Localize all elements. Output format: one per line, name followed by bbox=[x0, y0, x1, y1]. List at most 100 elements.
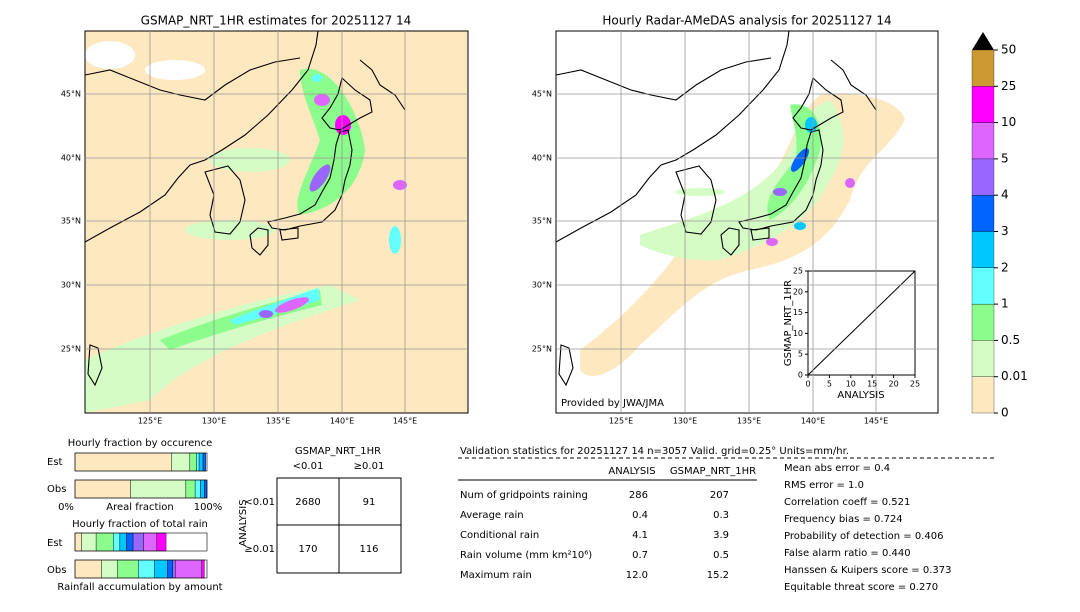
scatter-y-tick-label: 15 bbox=[793, 308, 803, 317]
validation-title: Validation statistics for 20251127 14 n=… bbox=[460, 446, 849, 457]
fraction-axis-left: 0% bbox=[58, 502, 74, 513]
colorbar-label: 3 bbox=[1001, 224, 1009, 238]
fraction-segment bbox=[74, 532, 82, 552]
lat-label: 45°N bbox=[61, 90, 81, 99]
lat-label: 30°N bbox=[61, 281, 81, 290]
fraction-segment bbox=[200, 479, 205, 499]
colorbar-segment bbox=[971, 376, 995, 414]
lon-label: 145°E bbox=[864, 417, 888, 426]
validation-row-label: Conditional rain bbox=[460, 530, 539, 541]
validation-row-label: Maximum rain bbox=[460, 570, 532, 581]
validation-score: Frequency bias = 0.724 bbox=[784, 514, 903, 525]
colorbar-label: 4 bbox=[1001, 188, 1009, 202]
scatter-y-tick-label: 25 bbox=[793, 267, 803, 276]
fraction-segment bbox=[74, 559, 102, 579]
colorbar-label: 50 bbox=[1001, 43, 1016, 57]
scatter-x-tick-label: 10 bbox=[846, 380, 856, 389]
fraction-segment bbox=[132, 532, 144, 552]
lon-label: 130°E bbox=[673, 417, 697, 426]
colorbar-label: 5 bbox=[1001, 151, 1009, 165]
validation-value: 0.7 bbox=[632, 550, 648, 561]
contingency-col-header: <0.01 bbox=[293, 461, 324, 472]
colorbar-segment bbox=[971, 231, 995, 268]
colorbar-label: 25 bbox=[1001, 79, 1016, 93]
fraction-segment bbox=[130, 479, 187, 499]
validation-value: 0.3 bbox=[713, 510, 729, 521]
fraction-row-label: Est bbox=[47, 538, 63, 549]
fraction-frame bbox=[74, 532, 208, 552]
colorbar-label: 0.01 bbox=[1001, 369, 1028, 383]
credit: Provided by JWA/JMA bbox=[561, 398, 664, 409]
fraction-title: Hourly fraction of total rain bbox=[72, 519, 208, 530]
fraction-segment bbox=[171, 452, 191, 472]
validation-score: Mean abs error = 0.4 bbox=[784, 463, 890, 474]
fraction-segment bbox=[101, 559, 118, 579]
validation-value: 0.5 bbox=[713, 550, 729, 561]
colorbar-segment bbox=[971, 49, 995, 87]
fraction-segment bbox=[202, 452, 206, 472]
fraction-segment bbox=[189, 452, 197, 472]
fraction-row-label: Obs bbox=[47, 565, 66, 576]
lon-label: 135°E bbox=[737, 417, 761, 426]
lon-label: 130°E bbox=[202, 417, 226, 426]
fraction-frame bbox=[74, 559, 208, 579]
map-grid bbox=[556, 31, 938, 413]
lat-label: 35°N bbox=[532, 217, 552, 226]
lat-label: 40°N bbox=[532, 154, 552, 163]
right-map-title: Hourly Radar-AMeDAS analysis for 2025112… bbox=[602, 14, 891, 28]
fraction-xlabel: Rainfall accumulation by amount bbox=[57, 582, 222, 593]
scatter-y-tick-label: 5 bbox=[798, 350, 803, 359]
fraction-segment bbox=[204, 479, 208, 499]
scatter-x-tick-label: 5 bbox=[827, 380, 832, 389]
left-map bbox=[85, 31, 468, 413]
validation-row-label: Num of gridpoints raining bbox=[460, 490, 588, 501]
scatter-x-tick-label: 0 bbox=[805, 380, 810, 389]
contingency-row-label: ANALYSIS bbox=[238, 499, 249, 546]
left-map-frame bbox=[84, 30, 469, 414]
validation-value: 3.9 bbox=[713, 530, 729, 541]
validation-row-label: Rain volume (mm km²10⁶) bbox=[460, 550, 592, 561]
fraction-frame bbox=[74, 452, 208, 472]
map-grid bbox=[85, 31, 468, 413]
validation-value: 12.0 bbox=[626, 570, 648, 581]
lat-label: 45°N bbox=[532, 90, 552, 99]
fraction-segment bbox=[117, 559, 139, 579]
scatter-xlabel: ANALYSIS bbox=[837, 390, 884, 401]
validation-col-header: GSMAP_NRT_1HR bbox=[670, 466, 756, 477]
colorbar-segment bbox=[971, 340, 995, 377]
validation-value: 207 bbox=[710, 490, 729, 501]
validation-score: RMS error = 1.0 bbox=[784, 480, 864, 491]
scatter-diagonal bbox=[807, 270, 916, 376]
colorbar-segment bbox=[971, 122, 995, 160]
fraction-frame bbox=[74, 479, 208, 499]
lat-label: 30°N bbox=[532, 281, 552, 290]
scatter-ylabel: GSMAP_NRT_1HR bbox=[783, 280, 794, 366]
contingency-col-header: ≥0.01 bbox=[354, 461, 385, 472]
validation-value: 286 bbox=[629, 490, 648, 501]
lat-label: 40°N bbox=[61, 154, 81, 163]
fraction-row-label: Obs bbox=[47, 484, 66, 495]
lon-label: 125°E bbox=[138, 417, 162, 426]
contingency-row-header: <0.01 bbox=[244, 497, 275, 508]
lat-label: 25°N bbox=[61, 345, 81, 354]
colorbar-segment bbox=[971, 303, 995, 341]
fraction-segment bbox=[95, 532, 114, 552]
scatter-y-tick-label: 20 bbox=[793, 287, 803, 296]
contingency-frame bbox=[276, 477, 402, 574]
fraction-segment bbox=[175, 559, 202, 579]
scatter-x-tick-label: 25 bbox=[910, 380, 920, 389]
validation-value: 15.2 bbox=[707, 570, 729, 581]
fraction-segment bbox=[143, 532, 158, 552]
colorbar-label: 0.5 bbox=[1001, 333, 1020, 347]
validation-value: 0.4 bbox=[632, 510, 648, 521]
validation-col-header: ANALYSIS bbox=[608, 466, 655, 477]
colorbar-label: 2 bbox=[1001, 260, 1009, 274]
fraction-segment bbox=[138, 559, 155, 579]
fraction-segment bbox=[198, 452, 204, 472]
contingency-cell: 116 bbox=[359, 544, 378, 555]
fraction-segment bbox=[185, 479, 196, 499]
validation-score: Correlation coeff = 0.521 bbox=[784, 497, 910, 508]
contingency-cell: 91 bbox=[363, 497, 376, 508]
fraction-axis-label: Areal fraction bbox=[106, 502, 173, 513]
contingency-cell: 170 bbox=[298, 544, 317, 555]
